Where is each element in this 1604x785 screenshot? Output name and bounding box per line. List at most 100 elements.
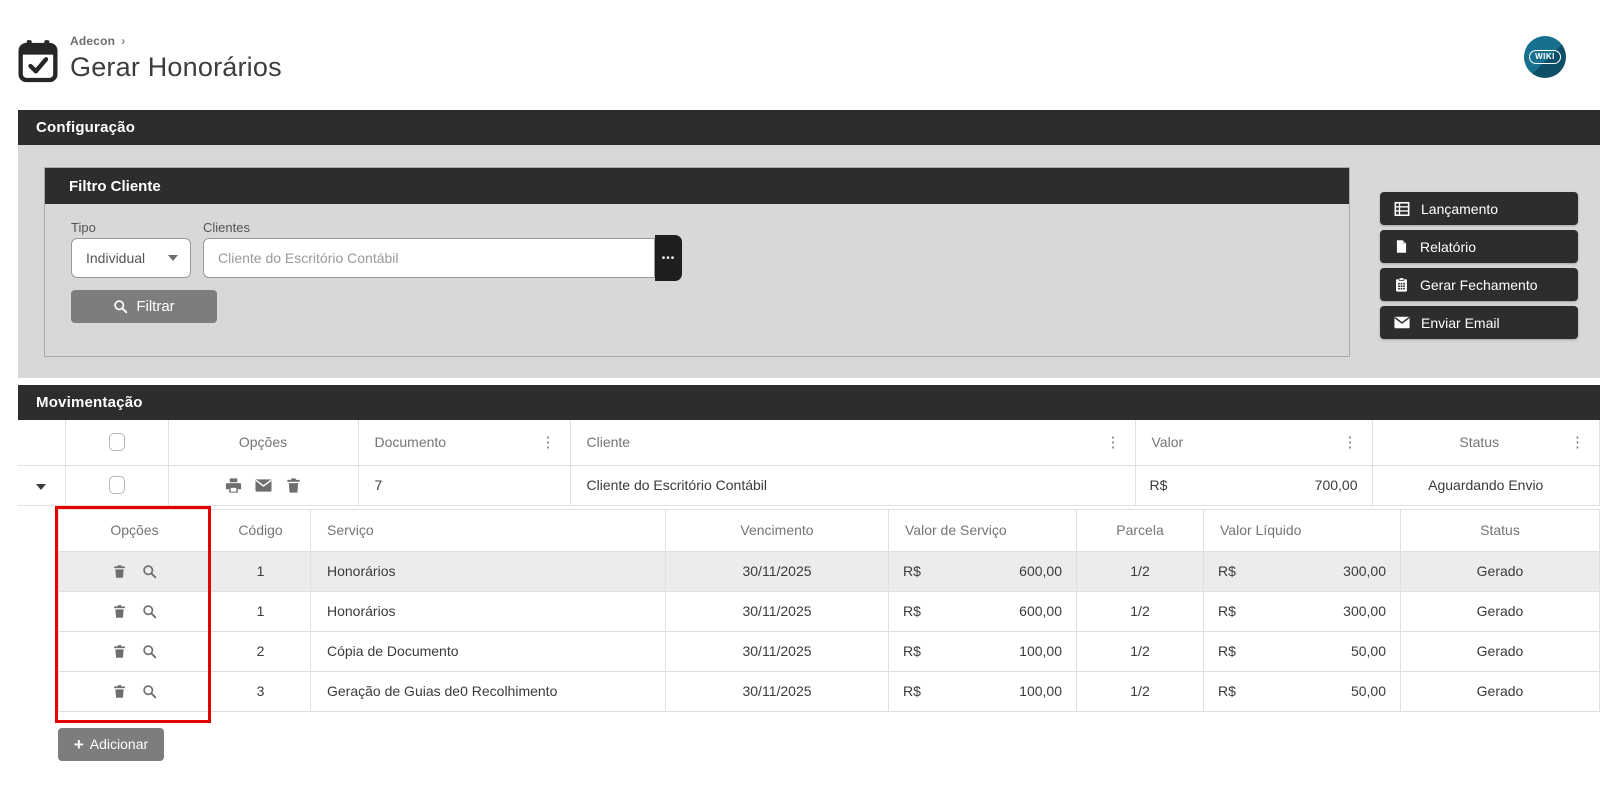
clipboard-icon <box>1396 277 1407 292</box>
trash-icon[interactable] <box>285 477 302 494</box>
detail-opcoes-header: Opções <box>58 509 211 552</box>
valor-servico-amount: 100,00 <box>1019 683 1062 699</box>
valor-liquido-amount: 300,00 <box>1343 563 1386 579</box>
documento-header-label: Documento <box>374 434 447 451</box>
currency-symbol: R$ <box>903 603 921 619</box>
detail-status-cell: Gerado <box>1400 551 1600 592</box>
gerar-fechamento-button[interactable]: Gerar Fechamento <box>1380 268 1578 301</box>
valor-cell: R$ 700,00 <box>1135 465 1373 506</box>
detail-parcela-header: Parcela <box>1076 509 1204 552</box>
relatorio-button[interactable]: Relatório <box>1380 230 1578 263</box>
valor-amount: 700,00 <box>1314 477 1358 493</box>
row-select-cell <box>65 465 169 506</box>
column-menu-icon[interactable]: ⋮ <box>1105 433 1121 451</box>
search-icon[interactable] <box>142 644 157 659</box>
detail-header-row: Opções Código Serviço Vencimento Valor d… <box>58 509 1600 552</box>
detail-valor-servico-cell: R$ 100,00 <box>888 671 1077 712</box>
detail-codigo-cell: 1 <box>210 591 311 632</box>
action-button-stack: Lançamento Relatório <box>1380 192 1578 339</box>
calendar-check-icon <box>18 40 58 83</box>
search-icon[interactable] <box>142 684 157 699</box>
detail-status-cell: Gerado <box>1400 671 1600 712</box>
breadcrumb-item[interactable]: Adecon <box>70 34 116 48</box>
clientes-input[interactable] <box>203 238 655 278</box>
cliente-header-label: Cliente <box>586 434 631 451</box>
lancamento-button[interactable]: Lançamento <box>1380 192 1578 225</box>
valor-liquido-amount: 50,00 <box>1350 643 1386 659</box>
enviar-email-label: Enviar Email <box>1421 314 1500 331</box>
detail-row: 3 Geração de Guias de0 Recolhimento 30/1… <box>58 671 1600 712</box>
detail-table-wrap: Opções Código Serviço Vencimento Valor d… <box>55 505 1600 723</box>
detail-valor-liquido-cell: R$ 50,00 <box>1203 631 1401 672</box>
currency-symbol: R$ <box>903 563 921 579</box>
opcoes-header: Opções <box>168 420 359 466</box>
filter-client-box: Filtro Cliente Tipo Clientes Individual … <box>44 167 1350 357</box>
gerar-fechamento-label: Gerar Fechamento <box>1420 276 1538 293</box>
valor-servico-amount: 600,00 <box>1019 603 1062 619</box>
trash-icon[interactable] <box>112 604 127 619</box>
column-menu-icon[interactable]: ⋮ <box>540 433 556 451</box>
detail-valor-liquido-cell: R$ 50,00 <box>1203 671 1401 712</box>
detail-row: 2 Cópia de Documento 30/11/2025 R$ 100,00… <box>58 631 1600 672</box>
currency-symbol: R$ <box>1218 683 1236 699</box>
detail-parcela-cell: 1/2 <box>1076 551 1204 592</box>
wiki-label: WIKI <box>1529 50 1561 64</box>
filter-client-title: Filtro Cliente <box>69 177 161 195</box>
column-menu-icon[interactable]: ⋮ <box>1570 433 1585 451</box>
ellipsis-icon: ••• <box>661 252 676 264</box>
currency-symbol: R$ <box>1218 643 1236 659</box>
printer-icon[interactable] <box>225 477 242 494</box>
currency-symbol: R$ <box>903 643 921 659</box>
filtrar-button[interactable]: Filtrar <box>71 290 217 323</box>
document-icon <box>1396 240 1407 253</box>
detail-row: 1 Honorários 30/11/2025 R$ 600,00 1/2 R$ 3… <box>58 551 1600 592</box>
detail-options-cell <box>58 551 211 592</box>
valor-header: Valor ⋮ <box>1135 420 1373 466</box>
movimentacao-section: Movimentação Opções Documento ⋮ <box>18 385 1600 761</box>
row-checkbox[interactable] <box>108 476 125 495</box>
tipo-select[interactable]: Individual <box>71 238 191 278</box>
detail-vencimento-cell: 30/11/2025 <box>665 631 889 672</box>
detail-servico-cell: Geração de Guias de0 Recolhimento <box>310 671 666 712</box>
valor-header-label: Valor <box>1151 434 1184 451</box>
wiki-badge-icon[interactable]: WIKI <box>1524 36 1566 78</box>
config-section: Configuração Filtro Cliente Tipo Cliente… <box>18 110 1600 378</box>
collapse-row-icon[interactable] <box>36 484 47 490</box>
page-title: Gerar Honorários <box>70 52 282 82</box>
detail-table: Opções Código Serviço Vencimento Valor d… <box>58 508 1600 712</box>
trash-icon[interactable] <box>112 644 127 659</box>
plus-icon: + <box>73 734 84 754</box>
select-all-checkbox[interactable] <box>108 433 125 452</box>
detail-status-cell: Gerado <box>1400 631 1600 672</box>
column-menu-icon[interactable]: ⋮ <box>1342 433 1358 451</box>
expander-cell[interactable] <box>18 465 66 506</box>
valor-liquido-amount: 300,00 <box>1343 603 1386 619</box>
search-icon <box>114 300 128 314</box>
search-icon[interactable] <box>142 604 157 619</box>
envelope-icon <box>1394 316 1410 329</box>
status-header: Status ⋮ <box>1372 420 1600 466</box>
detail-servico-cell: Honorários <box>310 591 666 632</box>
detail-codigo-cell: 2 <box>210 631 311 672</box>
cliente-cell: Cliente do Escritório Contábil <box>570 465 1136 506</box>
detail-valor-servico-cell: R$ 100,00 <box>888 631 1077 672</box>
ledger-grid-icon <box>1394 201 1410 216</box>
detail-valor-servico-header: Valor de Serviço <box>888 509 1077 552</box>
search-icon[interactable] <box>142 564 157 579</box>
row-options-cell <box>168 465 359 506</box>
breadcrumb[interactable]: Adecon › <box>70 34 282 48</box>
currency-symbol: R$ <box>1218 563 1236 579</box>
adicionar-button[interactable]: + Adicionar <box>58 727 164 761</box>
detail-codigo-cell: 1 <box>210 551 311 592</box>
trash-icon[interactable] <box>112 564 127 579</box>
envelope-icon[interactable] <box>254 477 272 494</box>
status-header-label: Status <box>1459 434 1500 451</box>
page-header: Adecon › Gerar Honorários <box>18 34 282 84</box>
trash-icon[interactable] <box>112 684 127 699</box>
detail-codigo-cell: 3 <box>210 671 311 712</box>
detail-options-cell <box>58 671 211 712</box>
more-options-button[interactable]: ••• <box>655 235 682 281</box>
enviar-email-button[interactable]: Enviar Email <box>1380 306 1578 339</box>
table-row: 7 Cliente do Escritório Contábil R$ 700,… <box>18 465 1600 506</box>
